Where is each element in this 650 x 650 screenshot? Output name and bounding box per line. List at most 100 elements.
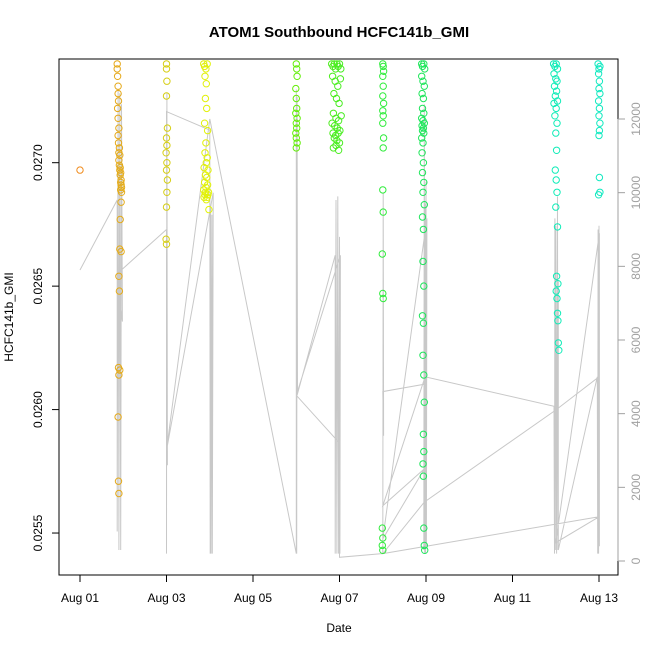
data-point [330,60,338,68]
data-point [552,272,561,280]
data-point [418,213,427,221]
data-point [117,247,125,256]
data-point [595,173,604,182]
data-point [162,65,171,73]
data-point [553,294,561,303]
data-point [379,92,387,100]
data-point [203,154,211,162]
data-point [379,144,387,152]
data-point [594,191,603,199]
data-point [162,60,171,68]
data-point [114,114,122,123]
data-point [292,129,300,137]
data-point [293,114,301,123]
data-point [379,62,387,71]
data-point [116,151,124,160]
data-point [201,72,209,81]
data-point [379,67,388,76]
data-point [596,89,604,98]
data-point [163,77,171,85]
data-point [420,109,428,118]
chart-title: ATOM1 Southbound HCFC141b_GMI [209,24,469,41]
data-point [419,460,427,468]
data-point [420,201,428,209]
data-point [202,196,211,204]
data-point [330,134,338,142]
data-point [418,149,426,157]
y2-tick-label: 10000 [629,176,643,210]
data-point [334,82,342,90]
x-tick-label: Aug 13 [580,591,618,605]
data-point [200,163,208,172]
data-point [379,534,387,542]
data-point [162,149,170,157]
data-point [333,124,341,132]
data-point [335,60,344,68]
data-point [162,203,171,211]
data-point [332,94,341,103]
data-point [419,94,428,103]
data-point [420,282,428,290]
data-point [418,134,426,142]
data-point [163,124,172,132]
data-point [113,104,122,113]
scatter-series [76,60,604,554]
data-point [419,257,427,266]
data-point [594,97,603,105]
data-point [378,524,386,532]
data-point [203,126,212,135]
data-point [115,272,123,280]
data-point [117,198,125,206]
data-point [113,72,122,81]
data-point [420,129,428,137]
data-point [200,193,208,202]
data-point [292,119,300,127]
data-point [378,250,386,258]
data-point [116,171,124,179]
data-point [550,70,558,78]
data-point [201,94,210,103]
x-tick-label: Aug 11 [494,591,531,605]
data-point [337,65,345,73]
data-point [117,188,126,197]
data-point [115,489,123,498]
data-point [419,139,427,147]
data-point [421,546,429,554]
data-point [594,70,603,78]
data-point [552,104,560,113]
data-point [337,112,345,120]
data-point [595,104,604,113]
data-point [114,477,123,485]
y-tick-label: 0.0265 [31,267,45,304]
data-point [553,119,561,127]
data-point [113,65,121,73]
data-point [420,178,428,187]
y-axis: 0.0255 0.0260 0.0265 0.0270 [31,144,60,551]
data-point [379,289,387,298]
data-point [201,149,209,157]
data-point [419,319,428,327]
data-point [329,129,337,137]
y-tick-label: 0.0255 [31,514,45,551]
y2-tick-label: 0 [629,557,643,564]
data-point [205,205,213,214]
data-point [420,371,428,379]
data-point [379,208,387,216]
data-point [292,144,300,152]
data-point [335,99,343,108]
data-point [114,131,122,140]
x-tick-label: Aug 05 [234,591,272,605]
data-point [552,287,560,295]
data-point [163,159,171,167]
x-tick-label: Aug 01 [61,591,99,605]
data-point [292,109,300,118]
data-point [162,235,170,243]
data-point [420,82,428,90]
data-point [552,203,560,211]
data-point [595,126,604,135]
data-point [162,240,171,248]
data-point [115,124,123,132]
data-point [117,181,125,189]
data-point [418,168,427,177]
data-point [334,146,343,155]
